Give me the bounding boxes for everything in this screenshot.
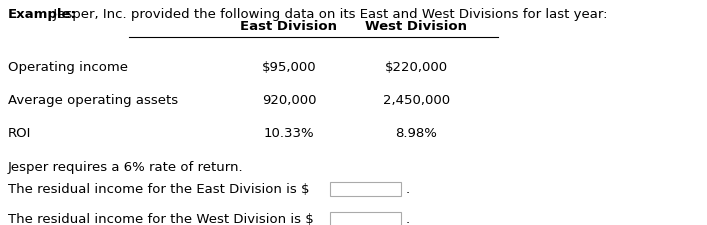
Text: Jesper, Inc. provided the following data on its East and West Divisions for last: Jesper, Inc. provided the following data…	[49, 8, 607, 20]
FancyBboxPatch shape	[329, 182, 402, 196]
Text: The residual income for the East Division is $: The residual income for the East Divisio…	[8, 182, 310, 196]
Text: 10.33%: 10.33%	[264, 127, 315, 140]
Text: .: .	[406, 212, 410, 225]
FancyBboxPatch shape	[329, 212, 402, 225]
Text: 2,450,000: 2,450,000	[383, 94, 450, 107]
Text: .: .	[406, 182, 410, 196]
Text: East Division: East Division	[240, 20, 337, 33]
Text: Operating income: Operating income	[8, 61, 128, 74]
Text: 8.98%: 8.98%	[395, 127, 438, 140]
Text: $95,000: $95,000	[262, 61, 316, 74]
Text: West Division: West Division	[366, 20, 467, 33]
Text: Average operating assets: Average operating assets	[8, 94, 178, 107]
Text: The residual income for the West Division is $: The residual income for the West Divisio…	[8, 212, 314, 225]
Text: ROI: ROI	[8, 127, 31, 140]
Text: 920,000: 920,000	[262, 94, 316, 107]
Text: Jesper requires a 6% rate of return.: Jesper requires a 6% rate of return.	[8, 160, 243, 173]
Text: $220,000: $220,000	[385, 61, 448, 74]
Text: Example:: Example:	[8, 8, 77, 20]
